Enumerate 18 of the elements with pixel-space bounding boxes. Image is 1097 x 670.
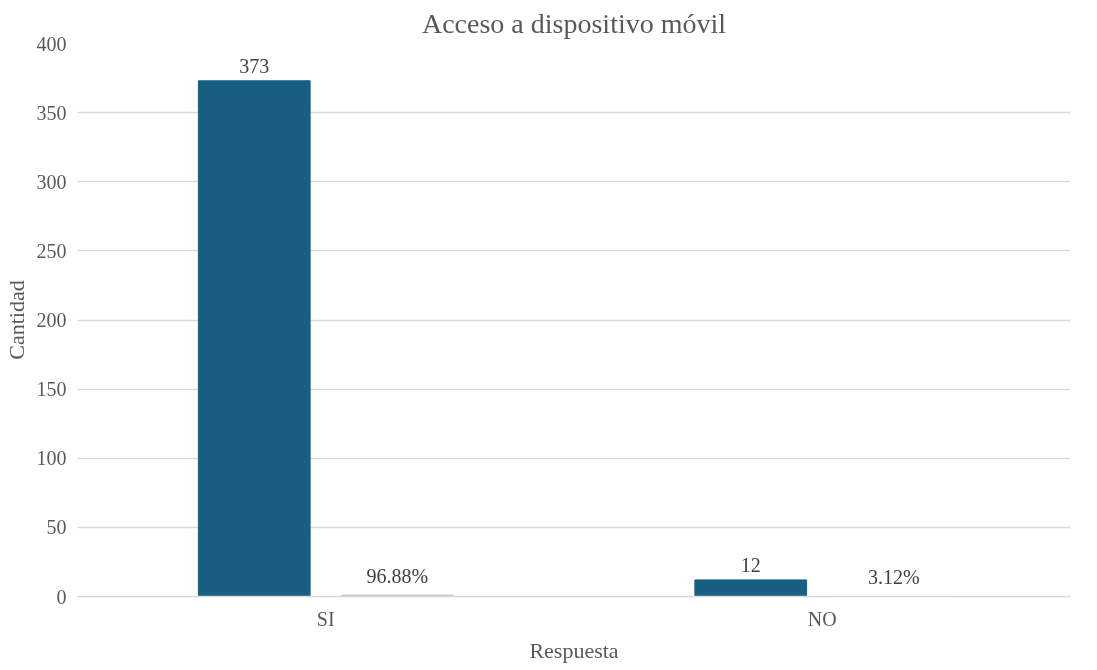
y-tick-label: 250 xyxy=(36,239,67,262)
y-tick-label: 100 xyxy=(36,447,67,470)
y-tick-label: 350 xyxy=(36,101,67,124)
x-tick-label: NO xyxy=(807,607,837,630)
y-tick-label: 200 xyxy=(36,309,67,331)
y-tick-label: 400 xyxy=(36,32,67,55)
data-label: 96.88% xyxy=(366,565,429,588)
data-label: 12 xyxy=(740,553,761,576)
x-tick-label: SI xyxy=(316,607,335,630)
data-label: 3.12% xyxy=(867,566,920,589)
x-axis-title: Respuesta xyxy=(529,637,619,663)
data-label: 373 xyxy=(239,54,270,77)
chart-title: Acceso a dispositivo móvil xyxy=(421,7,727,39)
y-tick-label: 50 xyxy=(46,516,67,539)
y-tick-label: 300 xyxy=(36,170,67,193)
y-tick-label: 0 xyxy=(56,585,67,608)
y-tick-label: 150 xyxy=(36,378,67,401)
y-axis-title: Cantidad xyxy=(3,280,29,360)
